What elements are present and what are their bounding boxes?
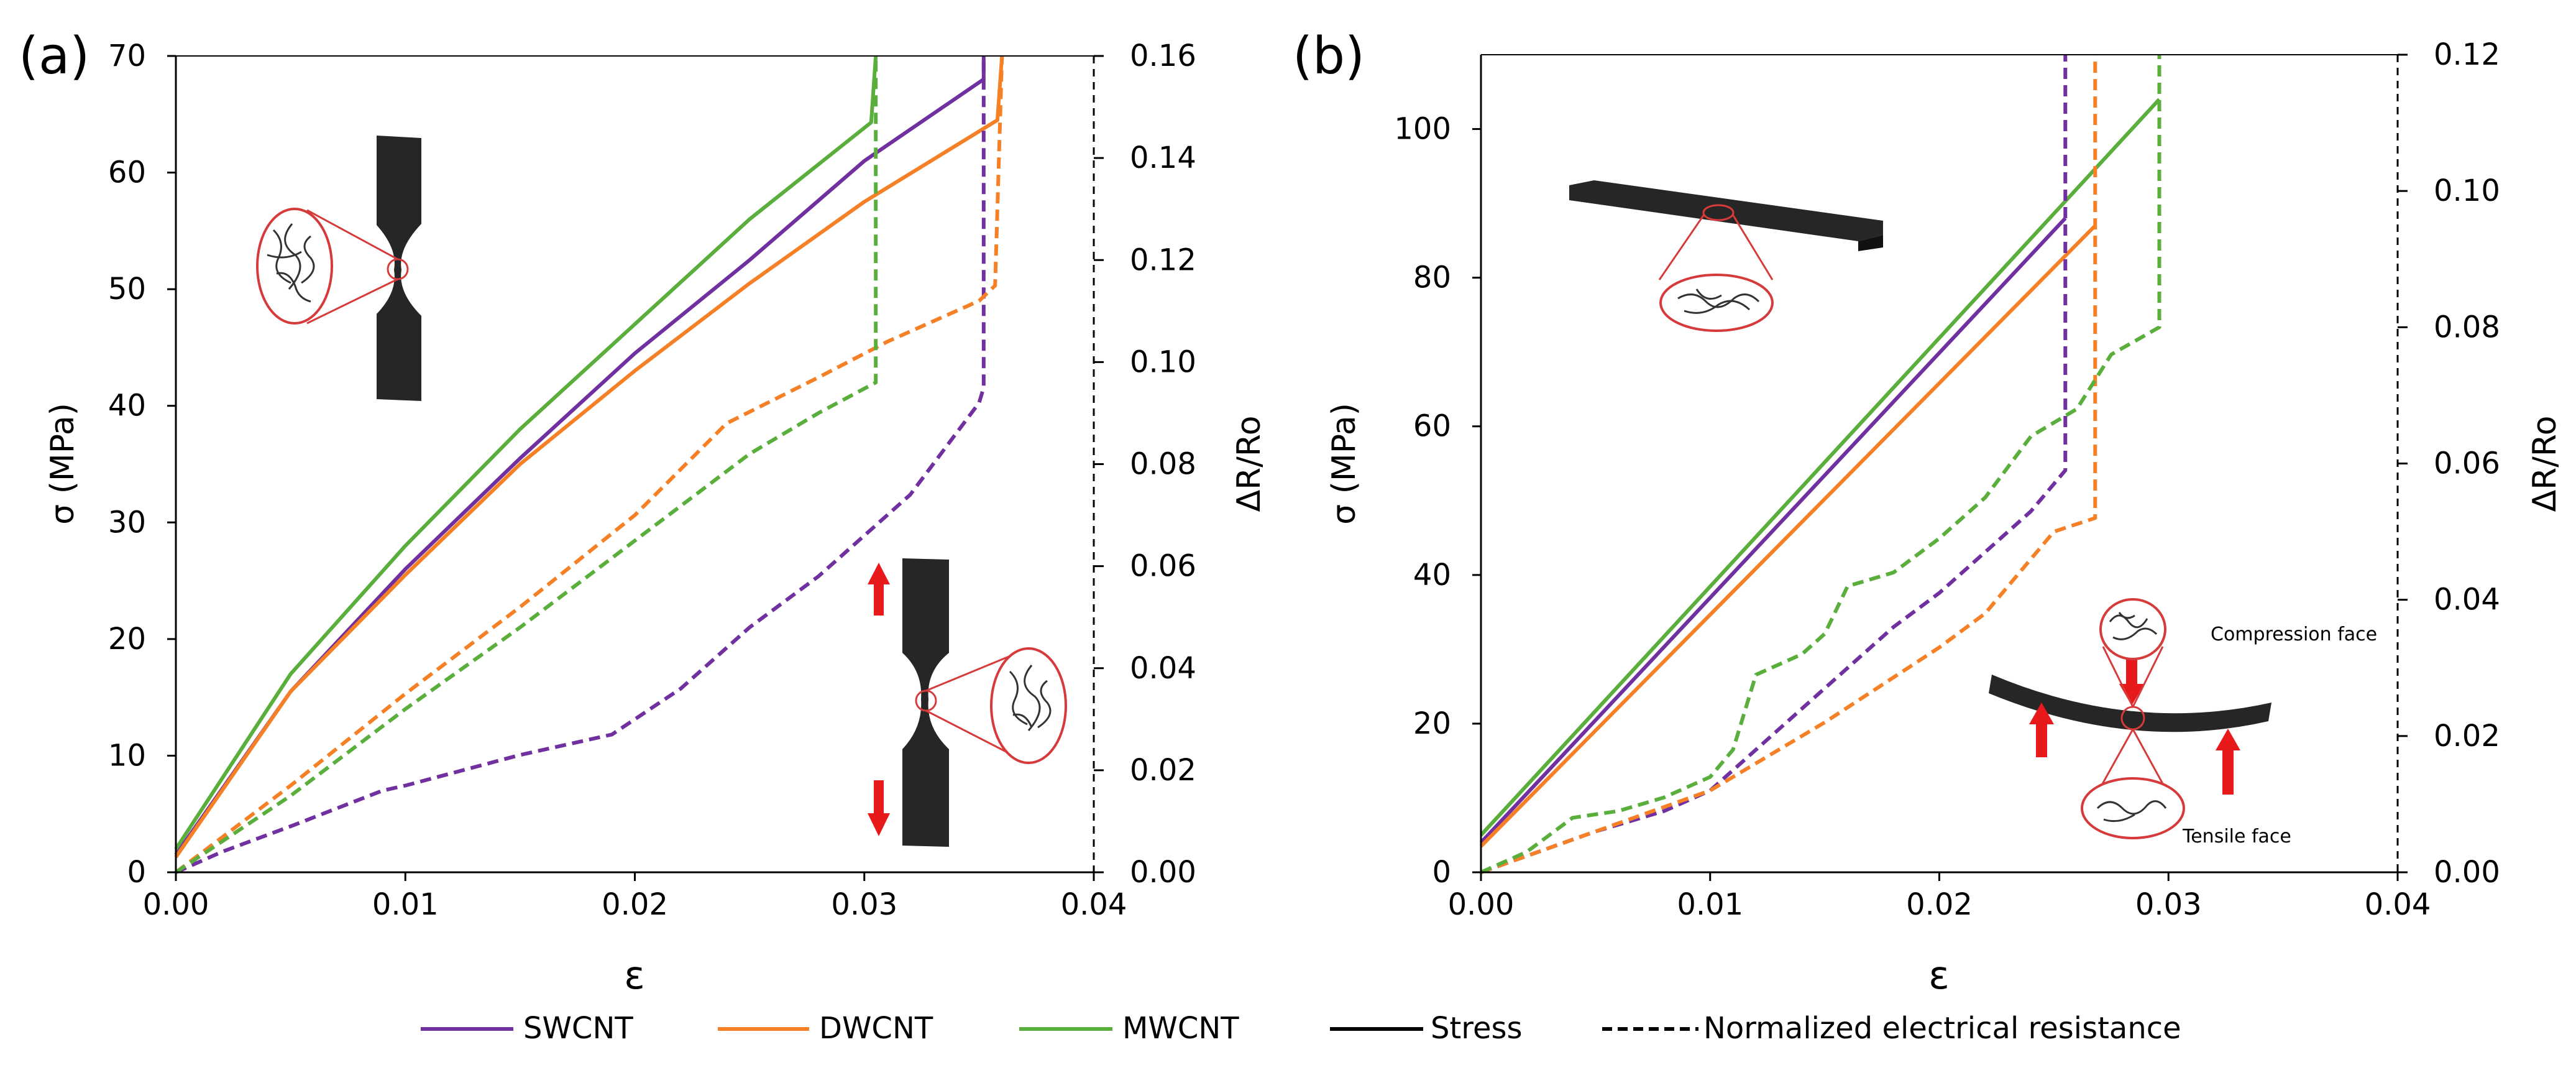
y2-tick-label: 0.00 [1130, 855, 1196, 890]
panel-a-y2label: ΔR/Ro [1231, 416, 1268, 512]
load-arrow [2119, 659, 2144, 706]
legend-item-dwcnt: DWCNT [718, 1011, 933, 1046]
x-tick-label: 0.01 [1677, 887, 1743, 922]
y-tick-label: 50 [108, 272, 146, 307]
x-tick-label: 0.04 [1061, 887, 1127, 922]
x-tick-label: 0.00 [143, 887, 209, 922]
compression-face-label: Compression face [2211, 624, 2377, 645]
panel-b: (b) 0.00 0.01 0.02 0.03 0.040204060801000.00… [1293, 27, 2564, 998]
mwcnt-stress-line [1479, 98, 2161, 837]
tension-arrow-down [868, 780, 890, 836]
dwcnt-resistance-line [175, 55, 1004, 874]
x-tick-label: 0.03 [831, 887, 897, 922]
legend: SWCNT DWCNT MWCNT Stress Normalized elec… [421, 1011, 2181, 1046]
y2-tick-label: 0.02 [2434, 719, 2500, 754]
legend-label: Normalized electrical resistance [1703, 1011, 2181, 1046]
y-tick-label: 0 [127, 855, 146, 890]
panel-b-label: (b) [1293, 27, 1365, 86]
dwcnt-stress-line [174, 55, 1004, 859]
y2-tick-label: 0.06 [2434, 446, 2500, 481]
x-tick-label: 0.04 [2365, 887, 2431, 922]
y-tick-label: 30 [108, 505, 146, 540]
y-tick-label: 20 [108, 622, 146, 657]
beam-specimen-inset [1569, 180, 1883, 332]
panel-b-y2label: ΔR/Ro [2526, 416, 2564, 512]
legend-item-stress: Stress [1330, 1011, 1523, 1046]
panel-a-label: (a) [19, 27, 89, 86]
y2-tick-label: 0.00 [2434, 855, 2500, 890]
y-tick-label: 100 [1394, 112, 1451, 147]
swcnt-stress-line [1479, 216, 2067, 844]
y-tick-label: 70 [108, 39, 146, 73]
panel-b-series [1479, 55, 2161, 874]
y2-tick-label: 0.14 [1130, 141, 1196, 175]
x-tick-label: 0.01 [372, 887, 439, 922]
y-tick-label: 10 [108, 738, 146, 773]
y-tick-label: 80 [1413, 261, 1451, 295]
tensile-specimen-inset-bottom [868, 558, 1067, 847]
y2-tick-label: 0.12 [1130, 242, 1196, 277]
panel-a-series [174, 55, 1004, 874]
y2-tick-label: 0.10 [1130, 344, 1196, 379]
support-arrow-right [2216, 729, 2240, 795]
panel-b-ylabel: σ (MPa) [1326, 403, 1363, 525]
panel-a-ticks: 0.00 0.01 0.02 0.03 0.040102030405060700.000… [108, 39, 1196, 922]
y-tick-label: 40 [1413, 558, 1451, 593]
mwcnt-resistance-line [1480, 55, 2161, 874]
legend-item-resistance: Normalized electrical resistance [1602, 1011, 2181, 1046]
mwcnt-stress-line [174, 55, 878, 851]
y-tick-label: 20 [1413, 706, 1451, 741]
legend-label: SWCNT [523, 1011, 633, 1046]
y-tick-label: 40 [108, 389, 146, 423]
y2-tick-label: 0.10 [2434, 173, 2500, 208]
y-tick-label: 60 [1413, 409, 1451, 444]
swcnt-stress-line [174, 56, 986, 856]
x-tick-label: 0.03 [2135, 887, 2202, 922]
panel-a: (a) 0.00 0.01 0.02 0.03 0.04 0 10 20 30 40 50 60 70 0… [19, 27, 1268, 998]
tensile-specimen-inset-top [256, 136, 421, 401]
panel-a-xlabel: ε [624, 952, 645, 998]
tensile-face-label: Tensile face [2182, 826, 2291, 847]
mwcnt-resistance-line [175, 56, 878, 874]
legend-item-mwcnt: MWCNT [1019, 1011, 1239, 1046]
legend-item-swcnt: SWCNT [421, 1011, 633, 1046]
x-tick-label: 0.02 [1906, 887, 1973, 922]
y-tick-label: 0 [1432, 855, 1451, 890]
y2-tick-label: 0.02 [1130, 753, 1196, 788]
y2-tick-label: 0.12 [2434, 37, 2500, 72]
panel-a-ylabel: σ (MPa) [44, 403, 81, 525]
x-tick-label: 0.02 [602, 887, 668, 922]
swcnt-resistance-line [175, 56, 986, 874]
y-tick-label: 60 [108, 155, 146, 190]
flexural-specimen-inset: Compression face Tensile face [1989, 598, 2377, 847]
panel-b-ticks: 0.00 0.01 0.02 0.03 0.04 0 20 40 60 80 100 0.00 0.02… [1394, 37, 2500, 922]
panel-b-xlabel: ε [1928, 952, 1950, 998]
legend-label: DWCNT [819, 1011, 933, 1046]
legend-label: MWCNT [1122, 1011, 1239, 1046]
support-arrow-left [2029, 703, 2054, 757]
legend-label: Stress [1431, 1011, 1523, 1046]
y2-tick-label: 0.08 [2434, 310, 2500, 344]
y2-tick-label: 0.16 [1130, 39, 1196, 73]
x-tick-label: 0.00 [1448, 887, 1515, 922]
dwcnt-stress-line [1479, 224, 2097, 848]
y2-tick-label: 0.06 [1130, 549, 1196, 584]
swcnt-resistance-line [1480, 55, 2068, 874]
tension-arrow-up [868, 563, 890, 616]
y2-tick-label: 0.08 [1130, 447, 1196, 482]
y2-tick-label: 0.04 [2434, 583, 2500, 617]
y2-tick-label: 0.04 [1130, 651, 1196, 686]
dwcnt-resistance-line [1480, 55, 2097, 874]
